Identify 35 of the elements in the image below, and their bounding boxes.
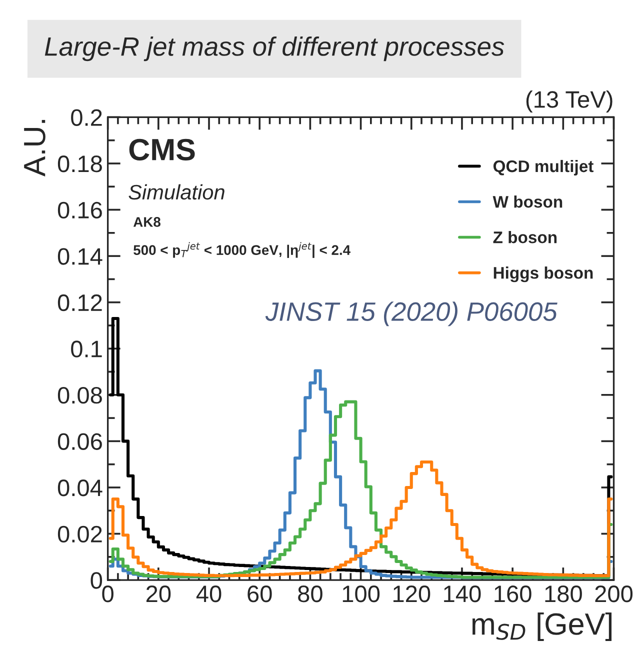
annotation: AK8 — [133, 217, 160, 227]
y-tick-label: 0.1 — [71, 340, 102, 358]
x-tick-label: 100 — [342, 586, 380, 602]
x-axis-title: m$_{SD}$ [GeV] — [472, 612, 612, 641]
legend-label: QCD multijet — [493, 160, 594, 176]
x-tick-label: 80 — [298, 586, 322, 602]
annotation: 500 < p$_{T}$$^{jet}$ < 1000 GeV, |η$^{jet}$| < 2.4 — [134, 242, 350, 258]
y-tick-label: 0.12 — [58, 294, 102, 312]
y-axis-title: A.U. — [24, 120, 46, 177]
x-tick-label: 60 — [248, 586, 272, 602]
legend-label: W boson — [492, 195, 562, 208]
x-tick-label: 180 — [545, 586, 582, 602]
y-tick-label: 0 — [90, 572, 102, 589]
text: (13 TeV) — [526, 90, 612, 113]
chart-title: Large-R jet mass of different processes — [44, 36, 504, 62]
legend-label: Z boson — [493, 231, 557, 244]
x-tick-label: 20 — [146, 586, 171, 602]
y-tick-label: 0.2 — [71, 109, 102, 126]
y-tick-label: 0.06 — [58, 433, 102, 450]
annotation: Simulation — [128, 184, 224, 200]
x-tick-label: 120 — [393, 586, 430, 602]
y-tick-label: 0.16 — [58, 202, 102, 219]
x-tick-label: 200 — [595, 586, 633, 602]
x-tick-label: 0 — [102, 586, 114, 602]
x-tick-label: 40 — [196, 586, 222, 602]
y-tick-label: 0.18 — [58, 156, 102, 172]
y-tick-label: 0.14 — [58, 248, 102, 265]
y-tick-label: 0.08 — [58, 386, 102, 404]
x-tick-label: 140 — [444, 586, 481, 602]
y-tick-label: 0.04 — [58, 480, 102, 496]
y-tick-label: 0.02 — [58, 526, 102, 543]
legend-label: Higgs boson — [494, 266, 593, 282]
annotation: CMS — [129, 138, 195, 160]
annotation: JINST 15 (2020) P06005 — [265, 302, 558, 326]
x-tick-label: 160 — [494, 586, 532, 602]
